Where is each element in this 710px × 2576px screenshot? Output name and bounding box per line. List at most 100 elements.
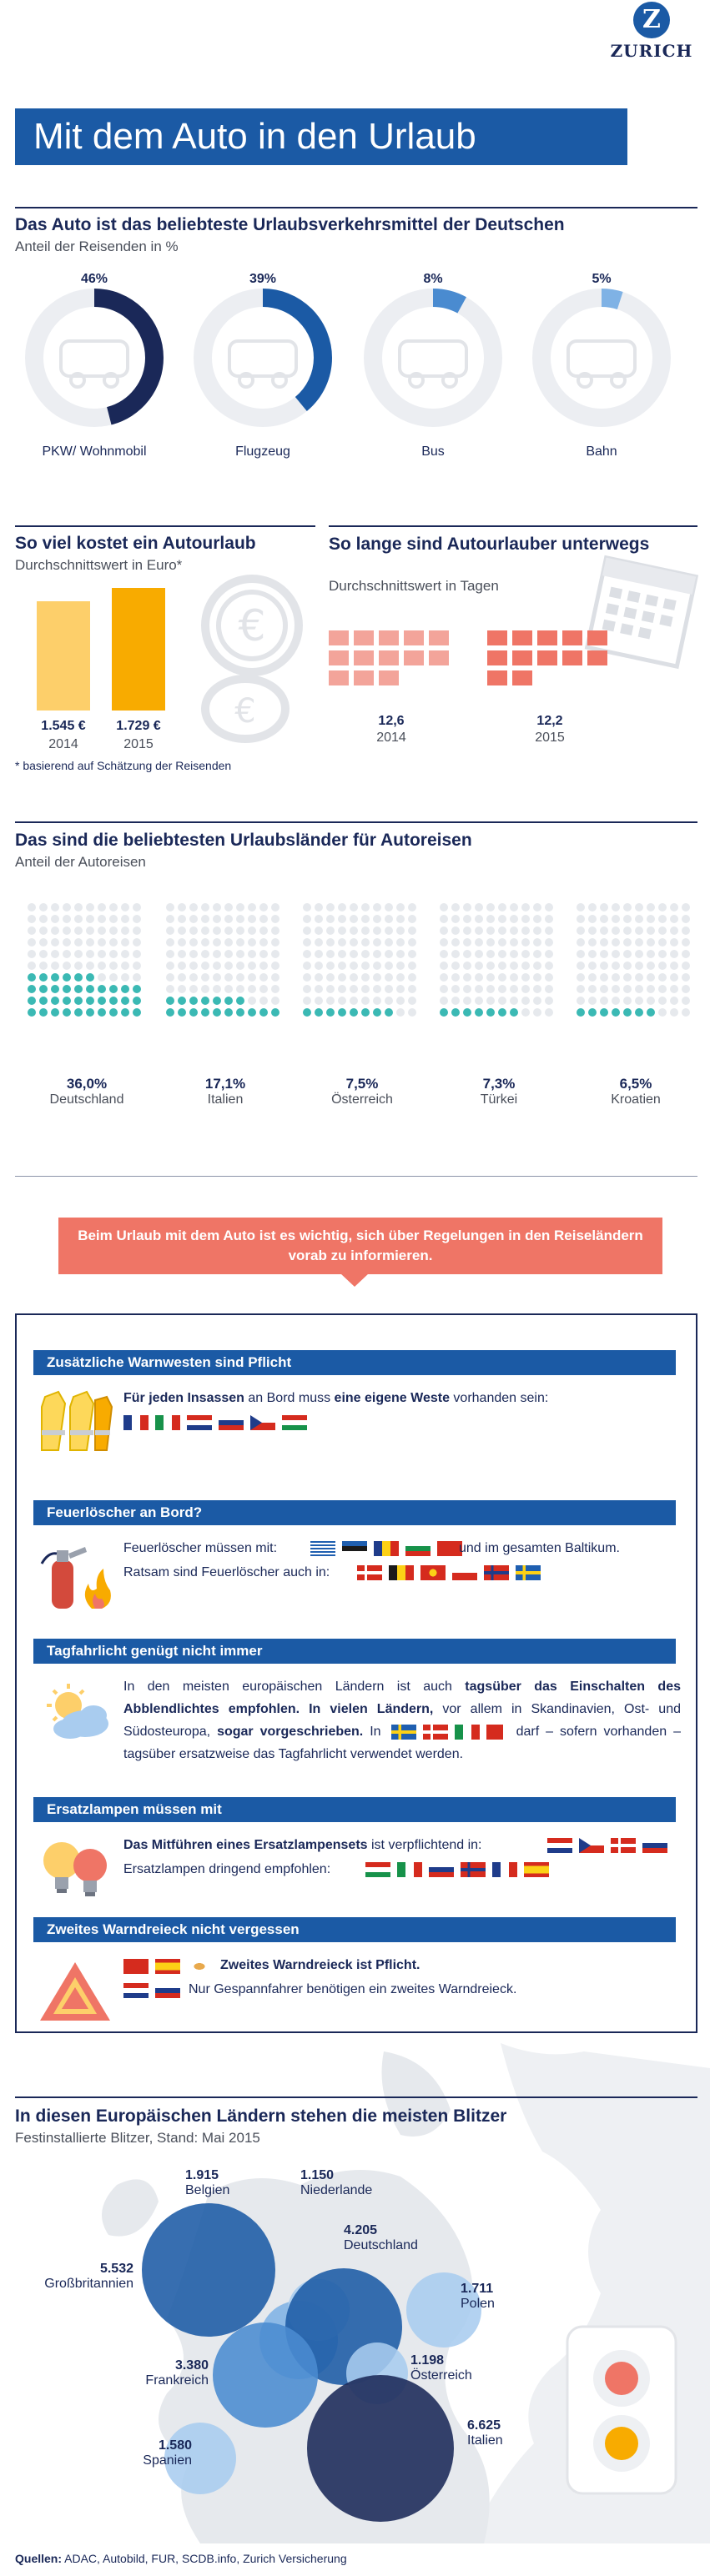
share-dot <box>63 926 71 935</box>
blitzer-label: 1.198 Österreich <box>410 2353 527 2383</box>
rule-heading-tagfahrlicht: Tagfahrlicht genügt nicht immer <box>33 1639 676 1664</box>
share-dot <box>28 1008 36 1017</box>
share-dot <box>521 926 530 935</box>
share-dot <box>647 926 655 935</box>
share-dot <box>396 915 405 923</box>
share-dot <box>588 938 597 947</box>
share-dot <box>201 962 209 970</box>
share-dot <box>475 915 483 923</box>
share-dot <box>133 938 141 947</box>
share-dot <box>682 903 690 911</box>
share-dot <box>373 915 381 923</box>
day-block <box>512 650 532 665</box>
share-dot <box>303 1008 311 1017</box>
share-dot <box>475 903 483 911</box>
rule-text-feuerloescher-1: Feuerlöscher müssen mit: <box>123 1537 277 1559</box>
share-dot <box>408 1008 416 1017</box>
share-dot <box>396 997 405 1005</box>
share-dot <box>326 926 335 935</box>
share-dot <box>475 938 483 947</box>
share-dot <box>373 985 381 993</box>
day-block <box>429 630 449 645</box>
share-dot <box>350 938 358 947</box>
sweden-flag-icon <box>390 1724 416 1740</box>
share-dot <box>178 938 186 947</box>
share-dot <box>271 985 279 993</box>
czech-flag-icon <box>579 1838 604 1853</box>
safety-vest-icon <box>41 1390 113 1451</box>
share-dot <box>612 985 620 993</box>
share-dot <box>189 926 198 935</box>
share-dot <box>588 997 597 1005</box>
donut-arc <box>194 289 332 427</box>
share-dot <box>670 938 678 947</box>
share-dot <box>463 985 471 993</box>
donut-track <box>532 289 671 427</box>
blitzer-bubble <box>141 2202 276 2337</box>
share-dot <box>350 926 358 935</box>
transport-label: PKW/ Wohnmobil <box>42 444 147 459</box>
share-dot <box>670 1008 678 1017</box>
share-dot <box>521 1008 530 1017</box>
share-dot <box>670 950 678 958</box>
sun-cloud-icon <box>47 1684 108 1739</box>
flag-row <box>365 1862 556 1877</box>
share-dot <box>463 938 471 947</box>
share-dot <box>475 997 483 1005</box>
share-dot <box>133 915 141 923</box>
share-dot <box>361 1008 370 1017</box>
fire-extinguisher-icon <box>40 1547 111 1609</box>
blitzer-label: 4.205 Deutschland <box>344 2223 461 2253</box>
share-dot <box>498 915 506 923</box>
rule-text-warndreieck-1: Zweites Warndreieck ist Pflicht. <box>220 1954 420 1976</box>
share-dot <box>498 903 506 911</box>
share-dot <box>612 938 620 947</box>
share-dot <box>98 1008 106 1017</box>
slovakia-flag-icon <box>642 1838 667 1853</box>
share-dot <box>213 926 221 935</box>
share-dot <box>86 926 94 935</box>
share-dot <box>600 973 608 982</box>
share-dot <box>201 915 209 923</box>
transport-label: Bus <box>421 444 445 459</box>
section-divider <box>15 2096 697 2098</box>
blitzer-value: 1.915 <box>185 2168 219 2182</box>
denmark-flag-icon <box>611 1838 636 1853</box>
cost-value: 1.545 € <box>41 719 86 733</box>
zurich-logo: Z ZURICH <box>597 2 706 68</box>
country-name: Österreich <box>331 1092 393 1107</box>
share-dot <box>315 938 323 947</box>
countries-title: Das sind die beliebtesten Urlaubsländer … <box>15 831 472 850</box>
share-dot <box>248 903 256 911</box>
section-divider <box>15 207 697 208</box>
share-dot <box>612 973 620 982</box>
norway-flag-icon <box>484 1565 509 1580</box>
share-dot <box>98 903 106 911</box>
share-dot <box>385 950 393 958</box>
transport-label: Bahn <box>586 444 617 459</box>
share-dot <box>350 915 358 923</box>
share-dot <box>521 985 530 993</box>
rule-heading-warndreieck: Zweites Warndreieck nicht vergessen <box>33 1917 676 1942</box>
share-dot <box>133 926 141 935</box>
share-dot <box>385 962 393 970</box>
day-block <box>379 670 399 685</box>
share-dot <box>51 903 59 911</box>
calendar-icon <box>584 555 699 670</box>
blitzer-value: 1.150 <box>300 2168 335 2182</box>
share-dot <box>385 926 393 935</box>
share-dot <box>658 973 667 982</box>
light-bulbs-icon <box>43 1842 107 1896</box>
day-block <box>512 630 532 645</box>
blitzer-value: 1.580 <box>158 2438 192 2453</box>
share-dot <box>338 973 346 982</box>
share-dot <box>533 1008 541 1017</box>
share-dot <box>213 997 221 1005</box>
share-dot <box>600 903 608 911</box>
share-dot <box>670 926 678 935</box>
share-dot <box>350 973 358 982</box>
share-dot <box>201 997 209 1005</box>
share-dot <box>248 962 256 970</box>
france-flag-icon <box>123 1415 149 1430</box>
rule-text: Nur Gespannfahrer benötigen ein zweites … <box>189 1982 517 1996</box>
